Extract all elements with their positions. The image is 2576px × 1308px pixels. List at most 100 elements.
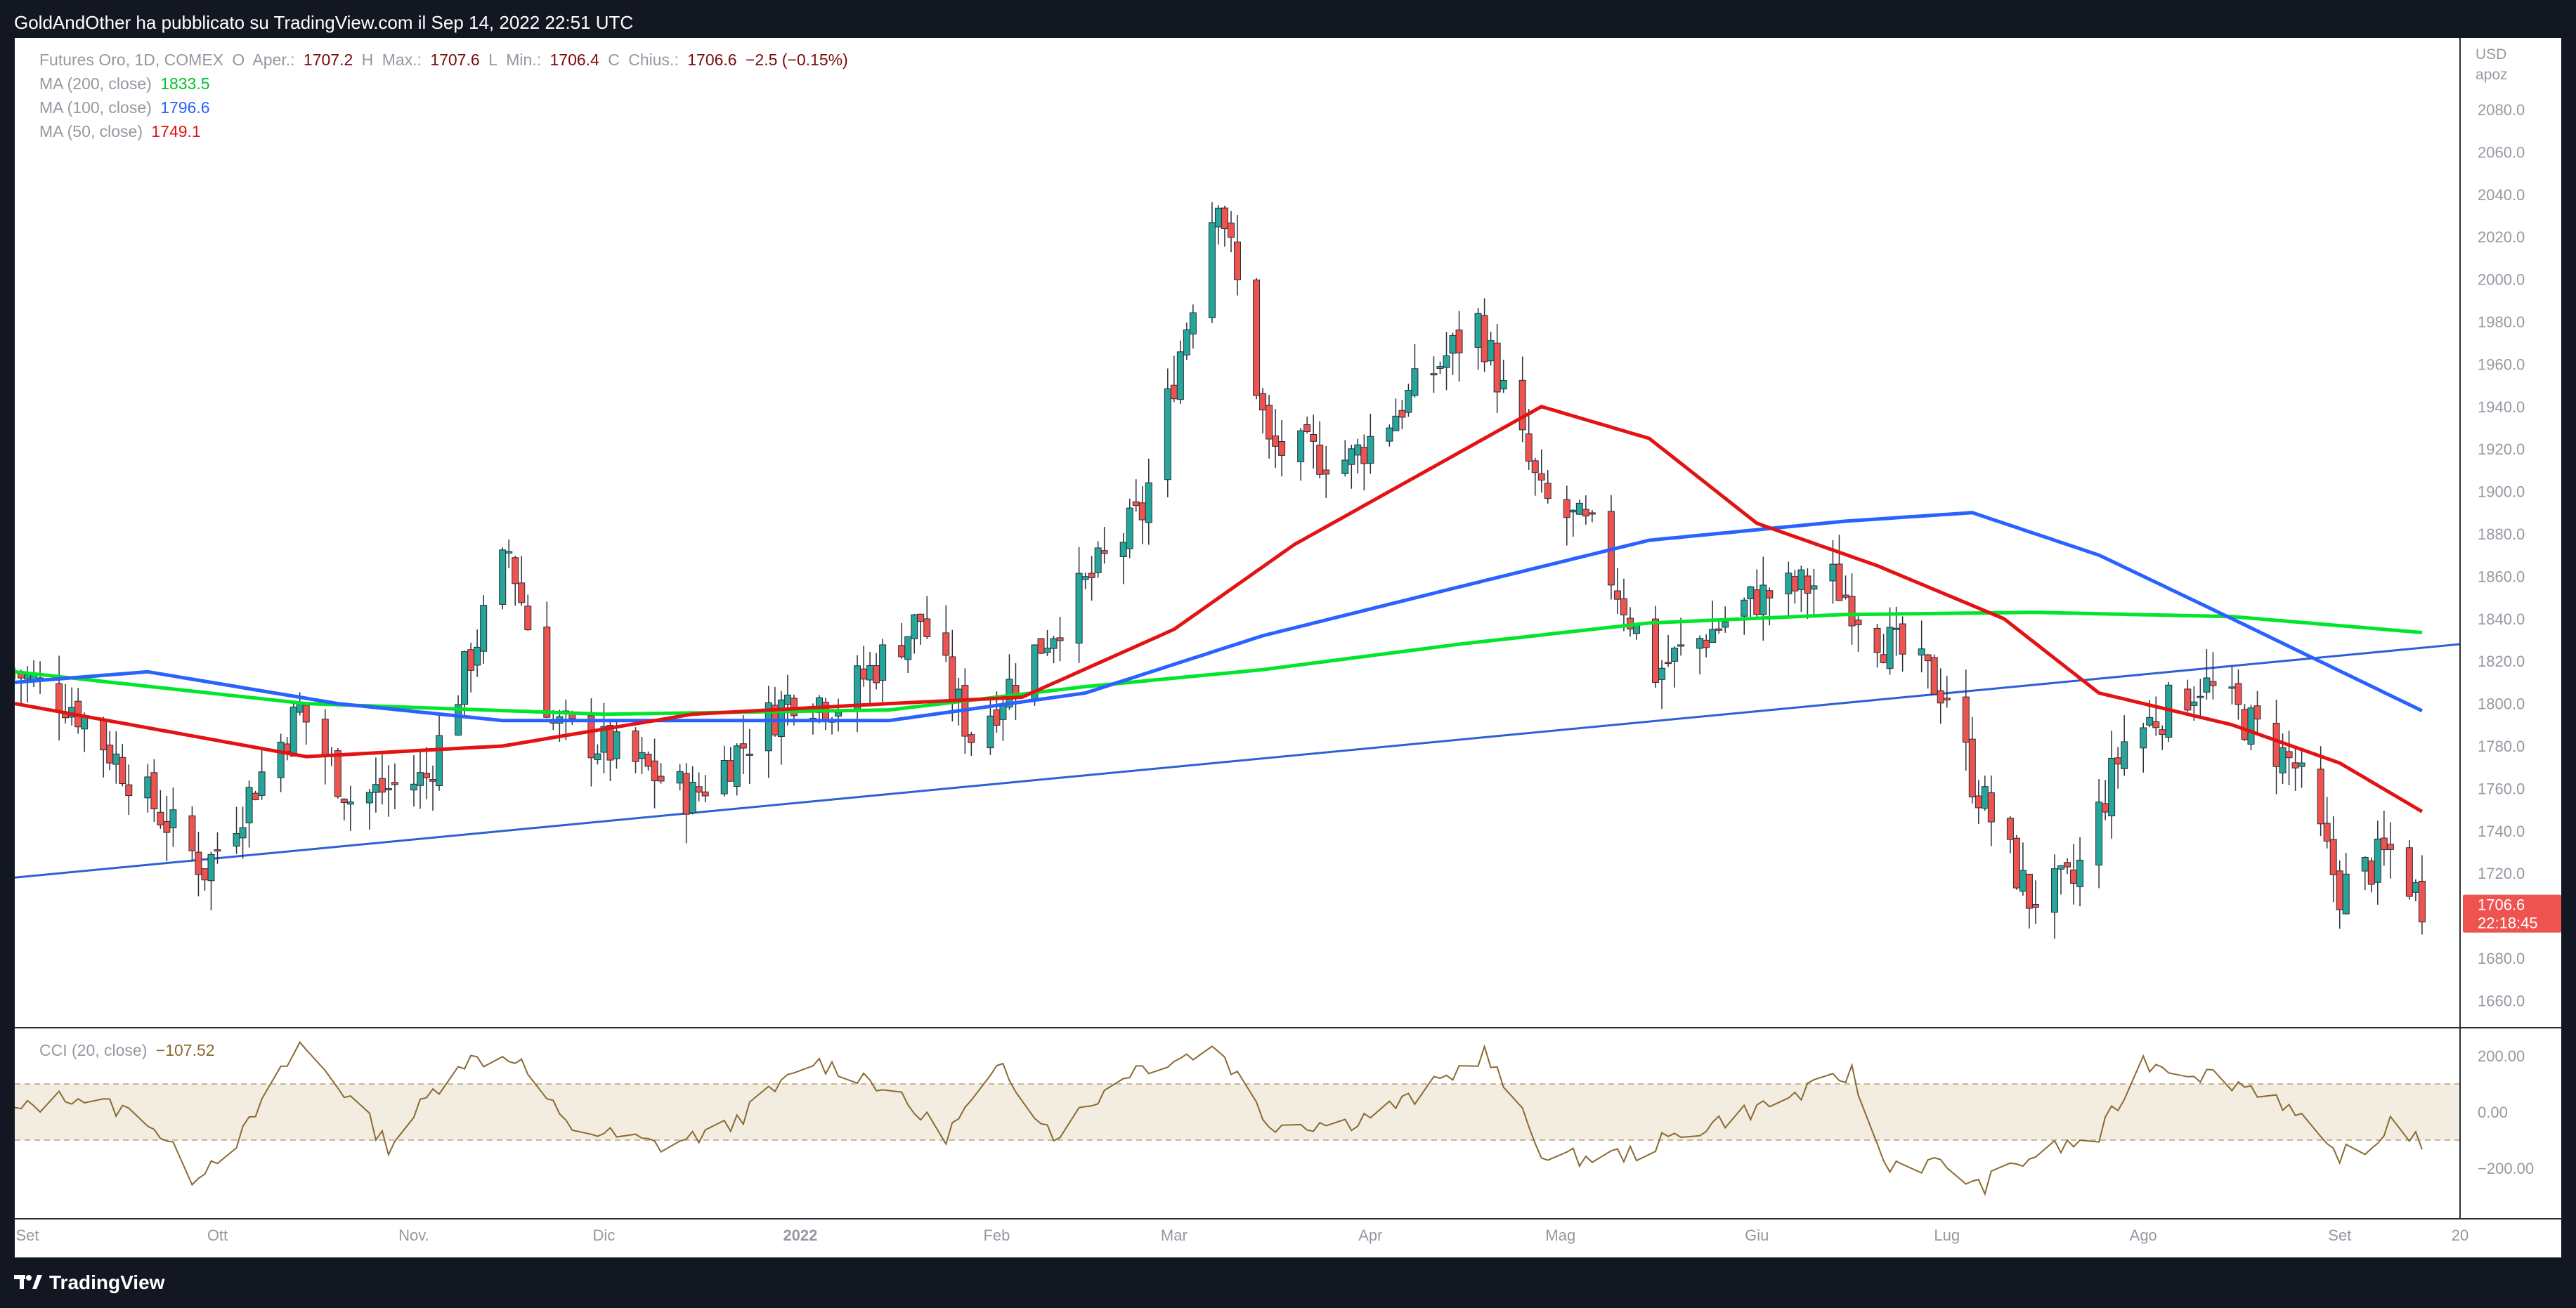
candle <box>917 613 925 645</box>
candle <box>2006 816 2014 854</box>
tradingview-logo-text: TradingView <box>49 1271 165 1293</box>
candle <box>2152 696 2160 736</box>
time-tick-label: 2022 <box>783 1227 817 1244</box>
candle <box>2019 842 2027 896</box>
low-value: 1706.4 <box>549 51 599 69</box>
candle <box>1835 535 1843 601</box>
chart-panel[interactable]: USD apoz 2080.0 2060.0 2040.0 2020.0 2000.0 1… <box>15 38 2561 1257</box>
candle <box>968 731 975 757</box>
candle <box>1088 556 1095 601</box>
candle <box>1962 669 1970 771</box>
candle <box>1500 360 1507 393</box>
candle <box>416 750 424 809</box>
candle <box>676 764 684 791</box>
price-tick-label: 2040.0 <box>2478 186 2525 204</box>
legend-ma100[interactable]: MA (100, close) 1796.6 <box>39 98 214 117</box>
candle <box>1658 660 1666 709</box>
cci-value: −107.52 <box>155 1041 215 1059</box>
candle <box>1766 587 1774 626</box>
candle <box>1899 616 1906 672</box>
candle <box>2405 839 2413 900</box>
candle <box>2235 669 2242 720</box>
candle <box>524 594 532 631</box>
ma50-line[interactable] <box>15 405 2424 813</box>
price-axis[interactable]: 2080.0 2060.0 2040.0 2020.0 2000.0 1980.0 1960… <box>2478 101 2525 1009</box>
candle <box>100 717 108 778</box>
candle <box>1626 607 1634 637</box>
candle <box>119 744 126 787</box>
legend-cci[interactable]: CCI (20, close) −107.52 <box>39 1041 219 1060</box>
candle <box>644 751 652 771</box>
high-value: 1707.6 <box>430 51 480 69</box>
ma200-line[interactable] <box>15 610 2423 717</box>
legend-ma200[interactable]: MA (200, close) 1833.5 <box>39 74 214 93</box>
open-value: 1707.2 <box>303 51 353 69</box>
candle <box>632 727 639 773</box>
price-tick-label: 1720.0 <box>2478 865 2525 882</box>
candle <box>144 764 152 813</box>
candle <box>1075 547 1083 663</box>
candle <box>606 721 614 782</box>
candle <box>1405 384 1412 417</box>
candle <box>1741 597 1748 635</box>
candle <box>81 712 89 752</box>
candle <box>68 687 76 726</box>
candle <box>2342 853 2350 915</box>
candle <box>765 686 772 778</box>
candle <box>1354 438 1362 474</box>
candle <box>1132 479 1140 512</box>
candle <box>1386 424 1393 447</box>
candle <box>2108 730 2116 839</box>
candle <box>1208 202 1216 323</box>
candle <box>1652 606 1660 688</box>
legend-ma50[interactable]: MA (50, close) 1749.1 <box>39 122 205 141</box>
ma200-value: 1833.5 <box>160 74 210 93</box>
legend-main[interactable]: Futures Oro, 1D, COMEX O Aper.: 1707.2 H… <box>39 51 848 69</box>
candle <box>1537 449 1545 493</box>
candle <box>112 731 120 784</box>
candle <box>1987 775 1995 846</box>
candle <box>169 787 177 847</box>
candle <box>1759 556 1767 641</box>
cci-path[interactable] <box>15 1040 2423 1196</box>
time-axis[interactable]: Set Ott Nov. Dic 2022 Feb Mar Apr Mag Giu Lug Ago Se… <box>16 1227 2469 1244</box>
scale-mode-label[interactable]: apoz <box>2476 67 2508 83</box>
time-tick-label: Ago <box>2130 1227 2157 1244</box>
candle <box>1348 445 1355 489</box>
candle <box>739 715 747 774</box>
candle <box>2386 822 2394 879</box>
candle <box>1138 486 1146 544</box>
candle <box>987 700 994 755</box>
symbol-label[interactable]: Futures Oro, 1D, COMEX <box>39 51 224 69</box>
candle <box>340 798 348 820</box>
candle <box>1100 527 1108 564</box>
change-value: −2.5 (−0.15%) <box>745 51 848 69</box>
candle <box>1487 332 1495 366</box>
candle <box>860 646 868 687</box>
candle <box>157 790 164 829</box>
time-tick-label: Dic <box>593 1227 616 1244</box>
candle <box>1804 568 1811 620</box>
candle <box>1918 620 1925 673</box>
cci-axis[interactable]: 200.00 0.00 −200.00 <box>2478 1047 2534 1177</box>
candle <box>1031 644 1039 706</box>
time-tick-label: Set <box>16 1227 39 1244</box>
candle <box>2412 879 2419 901</box>
candle <box>727 747 734 782</box>
ma100-line[interactable] <box>15 511 2423 723</box>
candle <box>480 595 488 664</box>
trendline-segment[interactable] <box>15 643 2460 879</box>
chart-canvas[interactable]: USD apoz 2080.0 2060.0 2040.0 2020.0 2000.0 1… <box>15 38 2561 1257</box>
low-word: Min. <box>506 51 537 69</box>
footer-bar <box>0 1257 2576 1308</box>
candle <box>1189 304 1197 349</box>
tradingview-logo[interactable]: TradingView <box>14 1269 164 1297</box>
cci-tick-label: −200.00 <box>2478 1160 2534 1177</box>
candle <box>866 652 874 706</box>
cci-label: CCI (20, close) <box>39 1041 148 1059</box>
candle <box>106 731 114 771</box>
cci-tick-label: 200.00 <box>2478 1047 2525 1065</box>
candle <box>201 868 209 891</box>
candle <box>384 765 392 817</box>
candle <box>594 744 601 765</box>
